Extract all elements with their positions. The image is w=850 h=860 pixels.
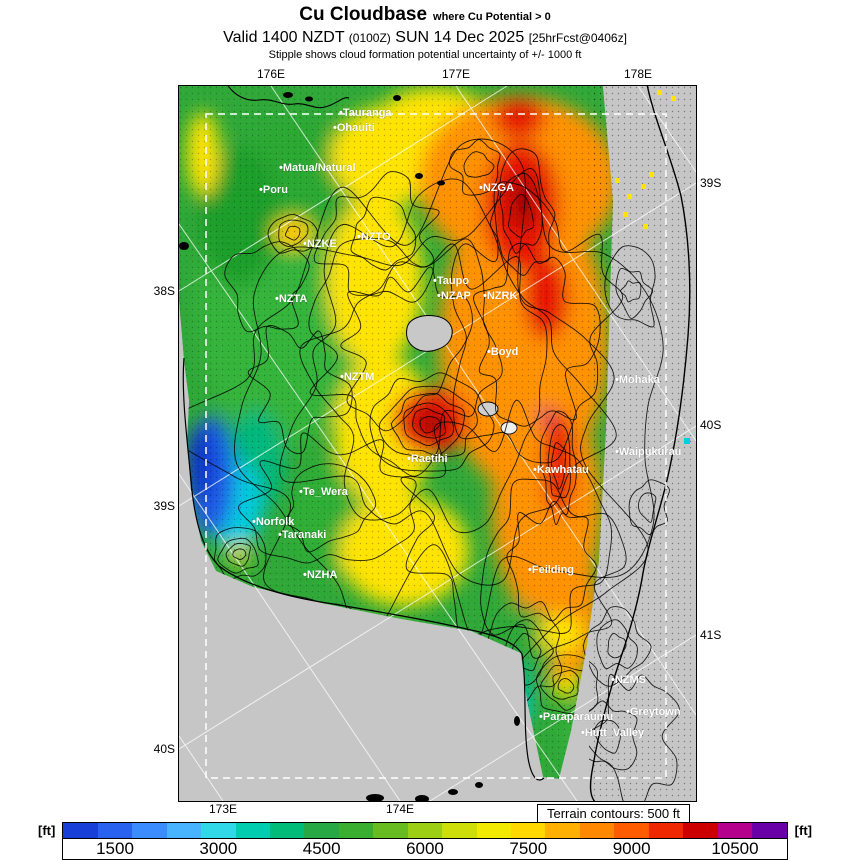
lat-label-right-41s: 41S	[700, 628, 722, 642]
place-label-raetihi: Raetihi	[407, 453, 448, 465]
lat-label-left-39s: 39S	[153, 499, 175, 513]
colorbar: [ft] 1500 3000 4500 6000 7500 9000 10500 [ft]	[38, 822, 812, 860]
place-label-nztm: NZTM	[340, 371, 375, 383]
place-label-nzap: NZAP	[437, 290, 471, 302]
colorbar-unit-right: [ft]	[794, 823, 812, 838]
colorbar-unit-left: [ft]	[38, 823, 56, 838]
colorbar-cell	[683, 823, 718, 838]
title-line: Cu Cloudbase where Cu Potential > 0	[0, 3, 850, 27]
place-label-taranaki: Taranaki	[278, 529, 326, 541]
place-label-matua-natural: Matua/Natural	[279, 162, 356, 174]
colorbar-cell	[545, 823, 580, 838]
colorbar-scale: 1500 3000 4500 6000 7500 9000 10500	[62, 822, 788, 860]
colorbar-ticks: 1500 3000 4500 6000 7500 9000 10500	[62, 839, 788, 860]
colorbar-cell	[269, 823, 305, 838]
colorbar-cell	[235, 823, 270, 838]
place-label-nzha: NZHA	[303, 569, 338, 581]
place-label-greytown: Greytown	[626, 706, 681, 718]
lat-label-left-38s: 38S	[153, 284, 175, 298]
lon-label-top-176e: 176E	[256, 67, 286, 81]
title-qualifier: where Cu Potential > 0	[433, 11, 551, 23]
colorbar-cell	[648, 823, 684, 838]
place-label-paraparaumu: Paraparaumu	[539, 711, 613, 723]
colorbar-cell	[614, 823, 649, 838]
bay-of-plenty-coastline	[227, 86, 350, 109]
colorbar-gradient	[62, 822, 788, 839]
west-coastline	[182, 357, 545, 781]
colorbar-cell	[338, 823, 374, 838]
colorbar-tick: 4500	[302, 839, 341, 858]
colorbar-tick: 7500	[509, 839, 548, 858]
colorbar-cell	[407, 823, 443, 838]
valid-time-line: Valid 1400 NZDT (0100Z) SUN 14 Dec 2025 …	[0, 28, 850, 48]
place-label-norfolk: Norfolk	[252, 516, 295, 528]
lat-label-right-40s: 40S	[700, 418, 722, 432]
valid-zulu: (0100Z)	[348, 30, 391, 45]
lon-label-top-177e: 177E	[441, 67, 471, 81]
colorbar-cell	[63, 823, 98, 838]
stipple-note: Stipple shows cloud formation potential …	[268, 48, 582, 61]
place-label-waipukurau: Waipukurau	[615, 446, 682, 458]
place-label-boyd: Boyd	[487, 346, 519, 358]
place-label-nzms: NZMS	[611, 674, 646, 686]
colorbar-cell	[373, 823, 408, 838]
place-label-mohaka: Mohaka	[615, 374, 660, 386]
colorbar-tick: 9000	[612, 839, 651, 858]
place-label-te-wera: Te_Wera	[299, 486, 348, 498]
lat-label-left-40s: 40S	[153, 742, 175, 756]
colorbar-tick: 6000	[406, 839, 444, 858]
page-title: Cu Cloudbase	[299, 4, 428, 25]
colorbar-cell	[97, 823, 133, 838]
place-label-nzke: NZKE	[303, 238, 337, 250]
lon-label-top-178e: 178E	[623, 67, 653, 81]
colorbar-cell	[476, 823, 512, 838]
place-label-nzrk: NZRK	[483, 290, 518, 302]
place-label-ohauiti: Ohauiti	[333, 122, 375, 134]
terrain-contours-note: Terrain contours: 500 ft	[537, 804, 690, 823]
colorbar-tick: 10500	[711, 839, 759, 858]
colorbar-cell	[717, 823, 753, 838]
place-label-nzga: NZGA	[479, 182, 514, 194]
place-label-feilding: Feilding	[528, 564, 574, 576]
colorbar-cell	[752, 823, 787, 838]
map-area: Tauranga Ohauiti Matua/Natural Poru NZGA NZTO…	[154, 67, 722, 816]
place-label-poru: Poru	[259, 184, 288, 196]
place-label-nzto: NZTO	[357, 231, 391, 243]
place-label-kawhatau: Kawhatau	[533, 464, 589, 476]
colorbar-tick: 3000	[199, 839, 238, 858]
valid-forecast-tag: [25hrFcst@0406z]	[528, 30, 627, 45]
place-label-hutt-valley: Hutt_Valley	[581, 727, 644, 739]
colorbar-cell	[511, 823, 546, 838]
place-label-taupo: Taupo	[433, 275, 469, 287]
islands	[179, 92, 520, 801]
colorbar-cell	[579, 823, 615, 838]
lon-label-bottom-173e: 173E	[208, 802, 238, 816]
weather-map	[179, 86, 696, 801]
colorbar-cell	[166, 823, 202, 838]
colorbar-cell	[442, 823, 477, 838]
speckles	[615, 90, 690, 444]
valid-prefix: Valid 1400 NZDT	[223, 28, 345, 46]
colorbar-cell	[132, 823, 167, 838]
place-label-tauranga: Tauranga	[339, 107, 392, 119]
header: Cu Cloudbase where Cu Potential > 0 Valid…	[0, 3, 850, 63]
lat-label-right-39s: 39S	[700, 176, 722, 190]
lake-taupo	[406, 315, 453, 352]
lon-label-bottom-174e: 174E	[385, 802, 415, 816]
colorbar-cell	[304, 823, 339, 838]
place-label-nzta: NZTA	[275, 293, 308, 305]
colorbar-tick: 1500	[96, 839, 134, 858]
colorbar-cell	[201, 823, 236, 838]
valid-date: SUN 14 Dec 2025	[395, 28, 525, 46]
